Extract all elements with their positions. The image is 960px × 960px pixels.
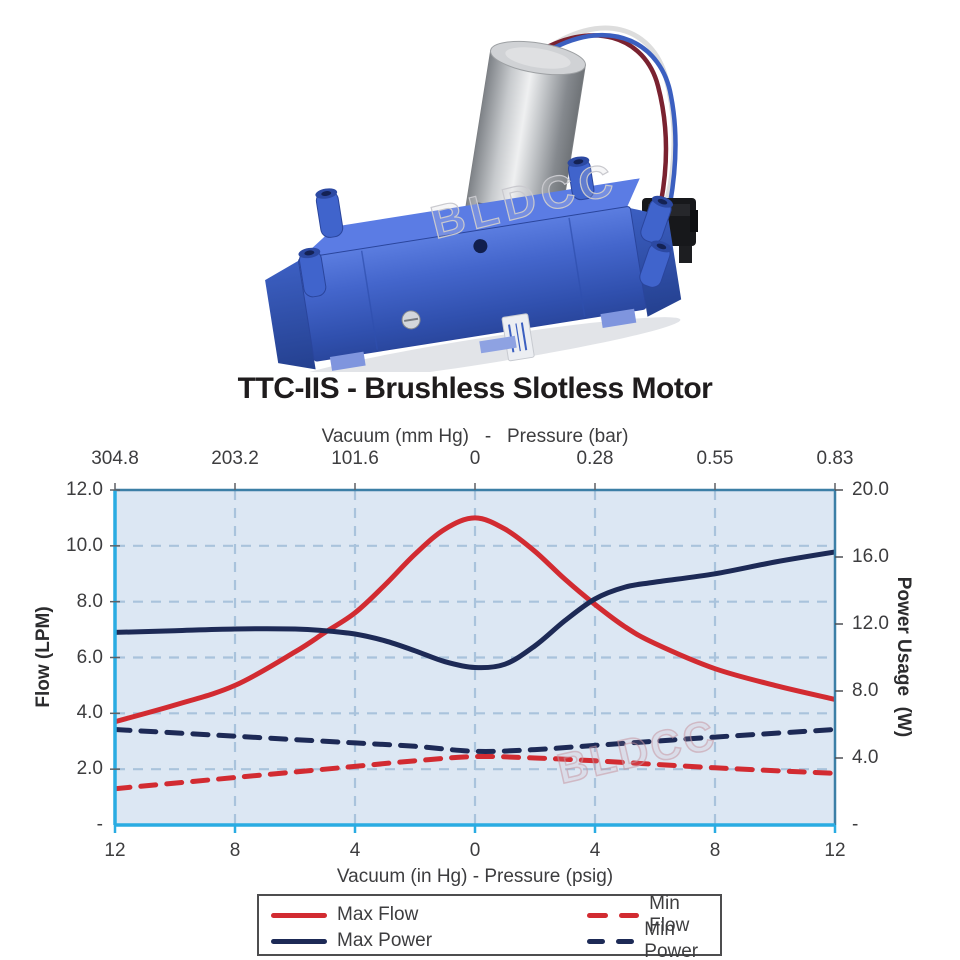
legend-swatch-max-flow [271,912,327,918]
top-axis-title: Vacuum (mm Hg) - Pressure (bar) [321,426,629,447]
vent-hole [473,239,488,254]
left-axis-tick-label: 12.0 [66,479,103,500]
right-axis-tick-label: 4.0 [852,747,879,768]
legend-line-sample [618,912,640,918]
top-axis-tick-label: 203.2 [211,448,259,469]
top-axis-tick-label: 304.8 [91,448,139,469]
legend-label: Max Power [337,930,433,951]
legend-label: Min Flow [649,893,690,936]
bottom-axis-tick-label: 8 [229,840,241,861]
top-axis-tick-label: 101.6 [331,448,379,469]
legend-entry-max-flow: Max Flow [271,904,419,925]
legend-label: Max Flow [337,904,419,925]
left-axis-tick-label: 8.0 [76,590,103,612]
left-axis-tick-label: 6.0 [76,646,103,668]
left-axis-tick-label: 10.0 [66,534,103,556]
legend-label: Min Power [644,919,699,960]
left-axis-tick-label: - [96,814,103,835]
legend-swatch-max-power [271,938,327,944]
right-axis-tick-label: 20.0 [852,479,889,500]
right-axis-title: Power Usage (W) [893,576,914,738]
legend-line-sample [271,938,327,944]
bottom-axis-title: Vacuum (in Hg) - Pressure (psig) [336,866,614,887]
top-axis-tick-label: 0 [469,448,481,469]
legend-entry-max-power: Max Power [271,930,433,951]
legend-swatch-min-power [587,938,635,944]
left-axis-title: Flow (LPM) [33,606,54,708]
series-max-flow [115,515,835,725]
port-barb [315,188,344,238]
bottom-axis-tick-label: 0 [469,840,481,861]
legend-line-sample [587,912,608,918]
right-axis-tick-label: 8.0 [852,680,879,701]
legend-line-sample [271,912,327,918]
screw [401,310,421,330]
bottom-axis-tick-label: 4 [349,840,361,861]
pump-illustration: BLDCC [265,25,698,385]
label-sticker [501,313,535,362]
motor-cylinder [465,40,586,230]
legend-line-sample [587,938,606,944]
pump-body [265,156,682,385]
chart-legend: Max Flow Min Flow Max Power Min Power [257,893,722,960]
port-barb [567,156,595,201]
left-axis-tick-label: 4.0 [76,702,103,724]
port-barb [298,247,327,298]
bottom-axis-tick-label: 12 [104,840,126,861]
bottom-axis-tick-label: 12 [824,840,846,861]
right-axis-tick-label: 12.0 [852,613,889,634]
bottom-axis-tick-label: 4 [589,840,601,861]
bottom-axis-tick-label: 8 [709,840,721,861]
top-axis-tick-label: 0.83 [816,448,854,469]
right-axis-tick-label: - [852,814,859,835]
legend-swatch-min-flow [587,912,640,918]
series-max-power [115,549,835,671]
port-barb [639,240,672,288]
legend-entry-min-power: Min Power [587,919,720,960]
port-barb [640,195,673,244]
right-axis-tick-label: 16.0 [852,546,889,567]
product-image: BLDCC [0,0,960,385]
page-title: TTC-IIS - Brushless Slotless Motor [237,372,713,405]
top-axis-tick-label: 0.28 [576,448,614,469]
left-axis-tick-label: 2.0 [76,758,103,780]
series-min-flow [115,753,835,792]
legend-line-sample [616,938,635,944]
legend-entry-min-flow: Min Flow [587,893,720,936]
top-axis-tick-label: 0.55 [696,448,734,469]
series-min-power [115,727,835,754]
wire-bundle [530,25,678,207]
